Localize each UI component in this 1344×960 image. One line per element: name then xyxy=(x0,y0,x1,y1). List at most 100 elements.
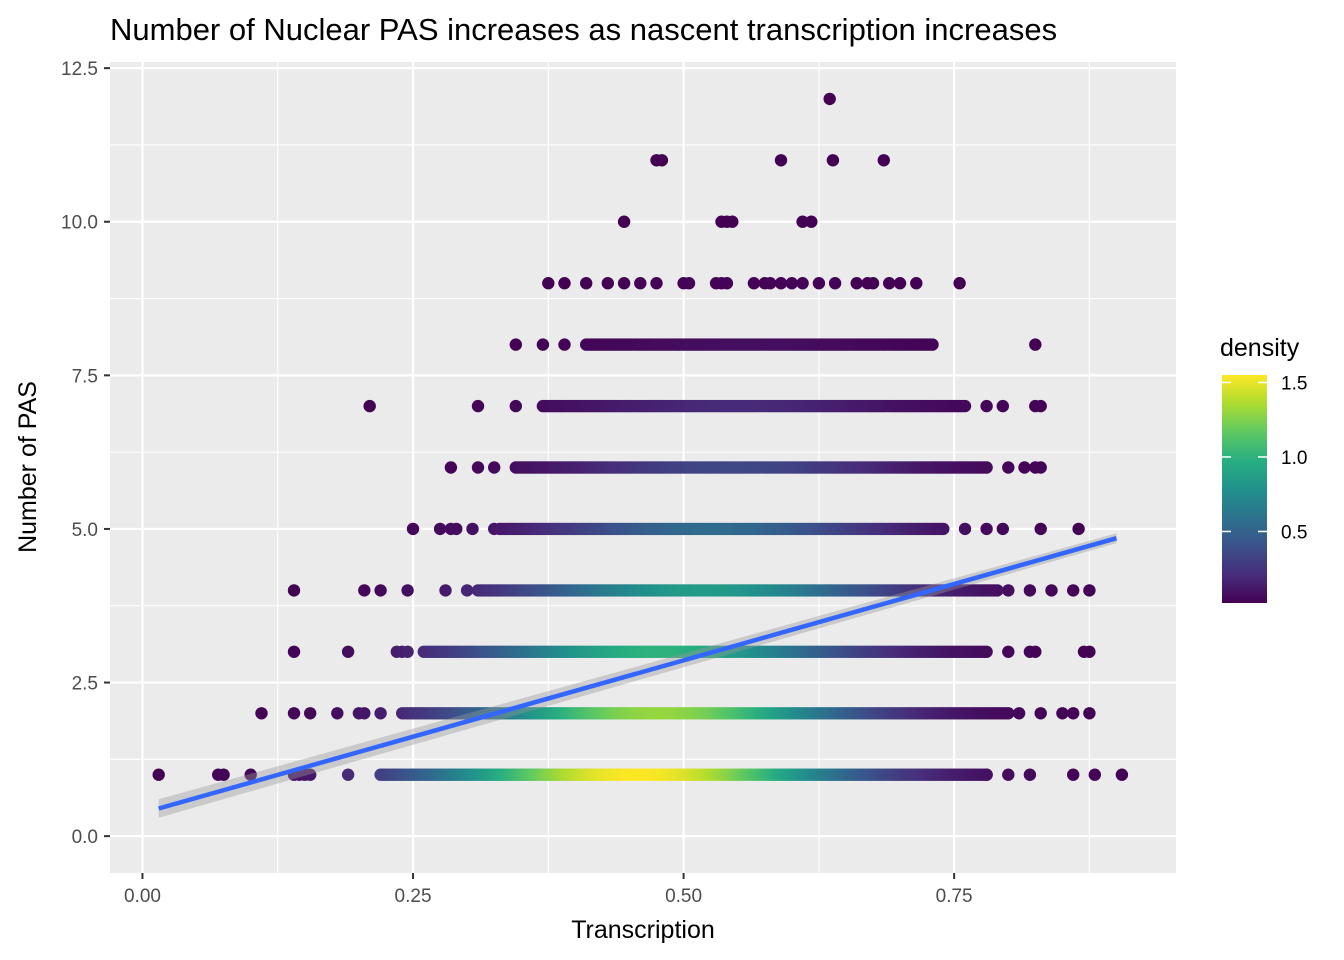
data-point xyxy=(488,461,501,474)
data-point xyxy=(805,215,818,228)
data-point xyxy=(826,154,840,167)
y-axis-ticks: 0.0 2.5 5.0 7.5 10.0 12.5 xyxy=(61,59,110,848)
trend-line xyxy=(158,535,1118,811)
data-point xyxy=(331,707,344,720)
data-point xyxy=(374,707,387,720)
data-point xyxy=(444,461,458,474)
data-point xyxy=(509,338,522,351)
data-point xyxy=(1023,768,1037,781)
x-axis-ticks: 0.00 0.25 0.50 0.75 xyxy=(124,873,973,907)
data-point xyxy=(471,461,485,474)
data-point xyxy=(287,707,301,720)
data-point xyxy=(401,584,414,597)
data-point xyxy=(358,584,371,597)
legend-tick-label: 1.0 xyxy=(1281,448,1307,469)
data-point xyxy=(1029,645,1042,658)
data-point xyxy=(1072,522,1085,536)
data-point xyxy=(1018,461,1031,474)
data-point xyxy=(439,584,452,597)
data-point xyxy=(1002,768,1015,781)
legend-title: density xyxy=(1220,334,1300,362)
data-point xyxy=(1056,707,1069,720)
data-point xyxy=(726,215,739,228)
data-point xyxy=(509,399,522,413)
data-point xyxy=(764,277,777,290)
scatter-points xyxy=(152,92,1129,781)
data-point xyxy=(536,338,550,351)
data-point xyxy=(1029,338,1042,351)
data-point xyxy=(1034,707,1047,720)
data-point xyxy=(244,768,257,781)
legend-colorbar xyxy=(1222,375,1267,603)
data-point xyxy=(774,277,788,290)
data-point xyxy=(1002,461,1015,474)
data-point xyxy=(287,584,301,597)
data-point xyxy=(450,522,463,536)
data-point xyxy=(980,768,993,781)
data-point xyxy=(953,277,966,290)
data-point xyxy=(1034,461,1047,474)
chart-title: Number of Nuclear PAS increases as nasce… xyxy=(110,12,1057,47)
y-tick-label: 0.0 xyxy=(72,827,98,848)
data-point xyxy=(634,277,647,290)
data-point xyxy=(580,277,593,290)
data-point xyxy=(650,277,663,290)
data-point xyxy=(1002,645,1015,658)
data-point xyxy=(471,399,485,413)
y-tick-label: 10.0 xyxy=(61,213,98,234)
data-point xyxy=(828,277,842,290)
x-tick-label: 0.25 xyxy=(395,886,432,907)
data-point xyxy=(1083,584,1096,597)
data-point xyxy=(542,277,555,290)
data-point xyxy=(958,399,972,413)
data-point xyxy=(655,154,669,167)
data-point xyxy=(823,92,836,106)
x-axis-title: Transcription xyxy=(571,916,715,944)
data-point xyxy=(217,768,230,781)
data-point xyxy=(460,584,474,597)
data-point xyxy=(466,522,479,536)
data-point xyxy=(341,768,355,781)
data-point xyxy=(1034,522,1047,536)
data-point xyxy=(996,399,1009,413)
legend-tick-label: 1.5 xyxy=(1281,373,1307,394)
data-point xyxy=(1067,707,1080,720)
data-point xyxy=(433,522,447,536)
data-point xyxy=(996,522,1009,536)
data-point xyxy=(1023,584,1037,597)
data-point xyxy=(747,277,761,290)
data-point xyxy=(958,522,972,536)
x-tick-label: 0.00 xyxy=(124,886,161,907)
data-point xyxy=(980,522,993,536)
data-point xyxy=(341,645,355,658)
y-tick-label: 2.5 xyxy=(72,674,98,695)
data-point xyxy=(304,768,317,781)
data-point xyxy=(1045,584,1058,597)
data-point xyxy=(980,461,993,474)
y-axis-title: Number of PAS xyxy=(14,381,42,553)
x-tick-label: 0.50 xyxy=(665,886,702,907)
data-point xyxy=(1012,707,1026,720)
legend: density 0.5 1.0 1.5 xyxy=(1220,334,1307,603)
data-point xyxy=(363,399,376,413)
data-point xyxy=(980,399,993,413)
data-point xyxy=(785,277,798,290)
data-point xyxy=(558,338,571,351)
y-tick-label: 7.5 xyxy=(72,366,98,387)
data-point xyxy=(796,215,809,228)
data-point xyxy=(617,215,631,228)
data-point xyxy=(401,645,414,658)
data-point xyxy=(255,707,268,720)
data-point xyxy=(287,645,301,658)
data-point xyxy=(910,277,923,290)
data-point xyxy=(720,277,734,290)
data-point xyxy=(991,584,1004,597)
data-point xyxy=(877,154,890,167)
data-point xyxy=(866,277,880,290)
data-point xyxy=(617,277,631,290)
y-tick-label: 12.5 xyxy=(61,59,98,80)
legend-tick-label: 0.5 xyxy=(1281,522,1307,543)
data-point xyxy=(1002,707,1015,720)
data-point xyxy=(682,277,696,290)
